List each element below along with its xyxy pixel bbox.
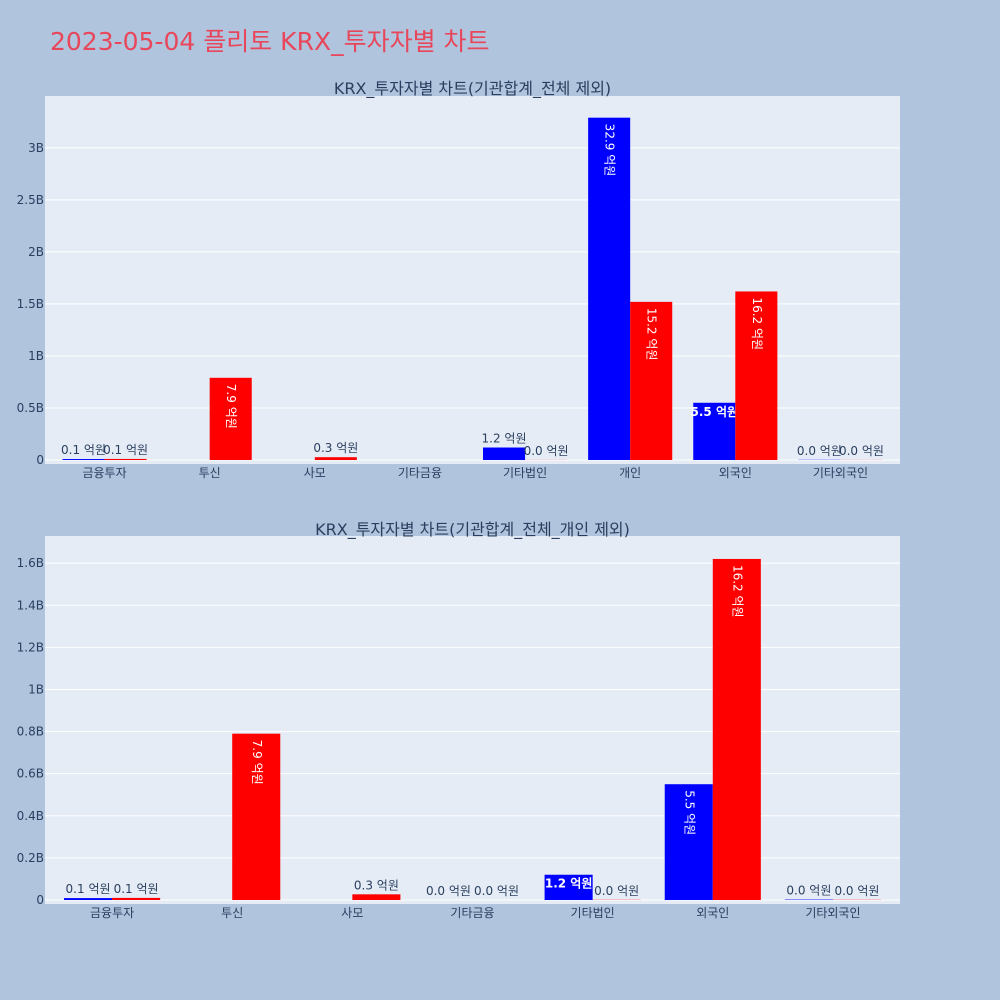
x-tick-label: 투신: [199, 466, 221, 480]
sell-bar: [735, 291, 778, 460]
buy-bar: [64, 898, 113, 900]
buy-bar: [588, 117, 631, 460]
x-tick-label: 개인: [619, 466, 641, 480]
subplot-1: 0 0.5B 1B 1.5B 2B 2.5B 3B KRX_투자자별 차트(기관합계_전체 제…: [17, 79, 900, 480]
y-tick-label: 0: [36, 893, 44, 907]
x-tick-label: 금융투자: [82, 466, 126, 480]
sell-bar: [232, 733, 281, 900]
y-tick-label: 0.2B: [17, 851, 44, 865]
y-tick-label: 1.2B: [17, 640, 44, 654]
data-label: 0.0 억원: [834, 884, 879, 898]
page-title: 2023-05-04 플리토 KRX_투자자별 차트: [50, 27, 490, 56]
y-tick-label: 3B: [28, 141, 44, 155]
y-tick-label: 2B: [28, 245, 44, 259]
y-tick-label: 0: [36, 453, 44, 467]
data-label: 0.0 억원: [426, 884, 471, 898]
sell-bar: [104, 458, 147, 460]
data-label: 0.1 억원: [66, 882, 111, 896]
data-label: 0.3 억원: [313, 441, 358, 455]
sell-bar: [314, 457, 357, 460]
data-label: 0.1 억원: [114, 882, 159, 896]
y-tick-label: 1B: [28, 349, 44, 363]
data-label: 0.0 억원: [474, 884, 519, 898]
x-tick-label: 투신: [221, 906, 243, 920]
data-label: 15.2 억원: [645, 308, 659, 361]
buy-bar: [664, 784, 713, 900]
buy-bar: [693, 402, 736, 460]
y-tick-label: 1.5B: [17, 297, 44, 311]
data-label: 32.9 억원: [603, 124, 617, 177]
x-tick-label: 사모: [304, 466, 326, 480]
x-tick-label: 기타외국인: [813, 466, 868, 480]
x-tick-label: 기타법인: [571, 906, 615, 920]
buy-bar: [62, 459, 105, 460]
data-label: 5.5 억원: [682, 790, 696, 835]
x-tick-label: 금융투자: [90, 906, 134, 920]
data-label: 0.0 억원: [524, 444, 569, 458]
y-tick-label: 0.4B: [17, 809, 44, 823]
x-tick-label: 기타금융: [398, 466, 442, 480]
y-tick-label: 0.6B: [17, 767, 44, 781]
sell-bar: [352, 894, 401, 900]
x-tick-label: 외국인: [719, 466, 752, 480]
x-tick-label: 사모: [341, 906, 363, 920]
data-label: 0.0 억원: [797, 444, 842, 458]
subplot-2: 0 0.2B 0.4B 0.6B 0.8B 1B 1.2B 1.4B 1.6B KRX_투자자별 …: [17, 520, 900, 920]
sell-bar: [712, 558, 761, 900]
data-label: 0.1 억원: [61, 443, 106, 457]
subplot-title: KRX_투자자별 차트(기관합계_전체_개인 제외): [315, 520, 630, 540]
data-label: 5.5 억원: [691, 405, 739, 419]
data-label: 16.2 억원: [750, 297, 764, 350]
sell-bar: [209, 377, 252, 460]
plot-area: [45, 536, 900, 904]
y-tick-label: 1.6B: [17, 556, 44, 570]
data-label: 16.2 억원: [730, 565, 744, 618]
x-tick-label: 기타법인: [503, 466, 547, 480]
y-tick-label: 1B: [28, 682, 44, 696]
data-label: 1.2 억원: [482, 432, 527, 446]
x-tick-label: 기타금융: [450, 906, 494, 920]
data-label: 0.3 억원: [354, 878, 399, 892]
data-label: 0.0 억원: [786, 884, 831, 898]
data-label: 0.0 억원: [839, 444, 884, 458]
subplot-title: KRX_투자자별 차트(기관합계_전체 제외): [334, 79, 611, 99]
x-tick-label: 기타외국인: [805, 906, 860, 920]
data-label: 0.0 억원: [594, 884, 639, 898]
sell-bar: [630, 301, 673, 460]
data-label: 1.2 억원: [545, 877, 593, 891]
y-tick-label: 0.8B: [17, 725, 44, 739]
data-label: 0.1 억원: [103, 443, 148, 457]
data-label: 7.9 억원: [224, 384, 238, 429]
y-tick-label: 0.5B: [17, 401, 44, 415]
buy-bar: [483, 447, 526, 460]
y-tick-label: 1.4B: [17, 598, 44, 612]
buy-bar: [544, 874, 593, 900]
sell-bar: [112, 897, 161, 900]
y-tick-label: 2.5B: [17, 193, 44, 207]
data-label: 7.9 억원: [250, 740, 264, 785]
x-tick-label: 외국인: [696, 906, 729, 920]
